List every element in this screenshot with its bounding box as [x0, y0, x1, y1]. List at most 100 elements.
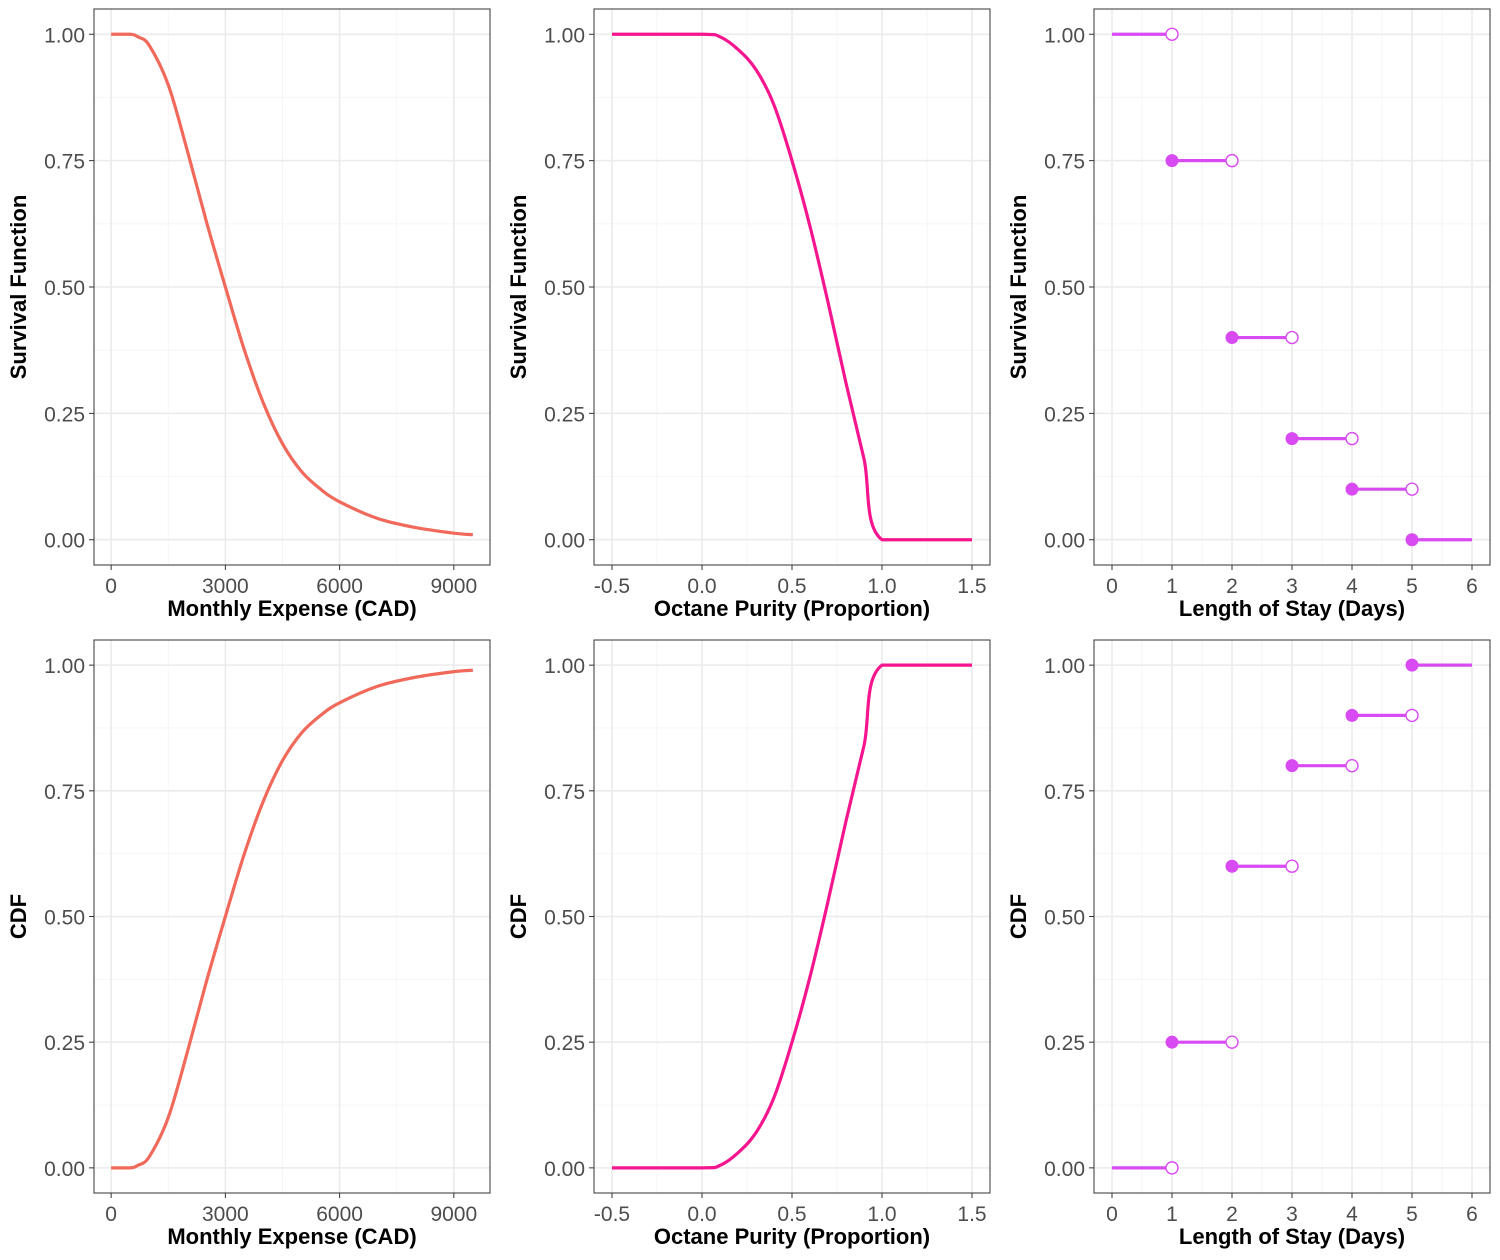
chart-bottom-right-closed-point	[1405, 658, 1419, 672]
chart-top-right-x-tick-label: 4	[1346, 575, 1358, 598]
chart-top-right-panel: 0 1 2 3 4 5 6 0.00 0.25 0.50 0.75 1.00 Length of Sta…	[1006, 8, 1491, 621]
chart-top-left-x-tick-label: 3000	[202, 575, 249, 598]
chart-top-middle-y-tick-label: 0.00	[544, 530, 585, 553]
chart-bottom-middle-panel: -0.5 0.0 0.5 1.0 1.5 0.00 0.25 0.50 0.75 1.00 Octa…	[506, 639, 991, 1249]
chart-top-left-x-tick-label: 0	[105, 575, 117, 598]
chart-top-right-open-point	[1345, 431, 1359, 446]
chart-top-right-y-tick-label: 1.00	[1044, 24, 1085, 47]
chart-bottom-right-open-point	[1225, 1035, 1239, 1049]
chart-top-right-closed-point	[1345, 482, 1359, 496]
chart-bottom-left-y-axis-title: CDF	[6, 894, 31, 939]
chart-top-right-x-tick-label: 6	[1466, 575, 1478, 598]
chart-top-middle-y-tick-label: 1.00	[544, 24, 585, 47]
chart-bottom-middle-y-tick-label: 1.00	[544, 655, 585, 678]
chart-bottom-left-y-tick-label: 1.00	[44, 655, 85, 678]
chart-bottom-left-x-axis-title: Monthly Expense (CAD)	[167, 1224, 416, 1249]
chart-bottom-right-y-tick-label: 0.75	[1044, 781, 1085, 804]
chart-top-right-closed-point	[1225, 331, 1239, 345]
chart-bottom-right-x-tick-label: 0	[1106, 1203, 1118, 1226]
chart-top-middle-y-tick-label: 0.25	[544, 403, 585, 426]
chart-bottom-middle-y-tick-label: 0.50	[544, 907, 585, 930]
chart-top-right-closed-point	[1165, 154, 1179, 168]
chart-top-left-y-tick-label: 1.00	[44, 24, 85, 47]
chart-top-right-y-tick-label: 0.25	[1044, 403, 1085, 426]
chart-top-right-x-tick-label: 5	[1406, 575, 1418, 598]
chart-bottom-middle-x-axis-title: Octane Purity (Proportion)	[654, 1224, 930, 1249]
chart-bottom-left-panel: 0 3000 6000 9000 0.00 0.25 0.50 0.75 1.00 Monthly…	[6, 639, 491, 1249]
chart-bottom-right-closed-point	[1345, 708, 1359, 722]
chart-top-middle-panel: -0.5 0.0 0.5 1.0 1.5 0.00 0.25 0.50 0.75 1.00 Octa…	[506, 8, 991, 621]
chart-bottom-right-x-tick-label: 3	[1286, 1203, 1298, 1226]
chart-bottom-right-closed-point	[1285, 759, 1299, 773]
chart-bottom-right-open-point	[1405, 708, 1419, 723]
chart-bottom-right-closed-point	[1165, 1035, 1179, 1049]
chart-top-right-x-tick-label: 2	[1226, 575, 1238, 598]
chart-top-left-y-tick-label: 0.50	[44, 277, 85, 300]
chart-bottom-left-x-tick-label: 3000	[202, 1203, 249, 1226]
chart-top-left-x-tick-label: 9000	[430, 575, 477, 598]
chart-bottom-right-x-tick-label: 5	[1406, 1203, 1418, 1226]
chart-top-right-closed-point	[1405, 533, 1419, 547]
chart-bottom-right-y-tick-label: 0.50	[1044, 907, 1085, 930]
chart-top-middle-x-tick-label: 1.0	[867, 575, 896, 598]
chart-top-middle-curve	[612, 32, 972, 542]
chart-top-right-x-tick-label: 3	[1286, 575, 1298, 598]
chart-top-right-x-tick-label: 1	[1166, 575, 1178, 598]
chart-bottom-right-open-point	[1345, 758, 1359, 773]
chart-top-left-panel: 0 3000 6000 9000 0.00 0.25 0.50 0.75 1.00 Monthly…	[6, 8, 491, 621]
chart-bottom-left-x-tick-label: 9000	[430, 1203, 477, 1226]
chart-top-right-open-point	[1225, 153, 1239, 168]
chart-top-right-y-tick-label: 0.75	[1044, 151, 1085, 174]
chart-bottom-right-open-point	[1165, 1161, 1179, 1175]
chart-top-left-curve	[111, 32, 473, 537]
chart-top-left-x-tick-label: 6000	[316, 575, 363, 598]
chart-bottom-right-y-axis-title: CDF	[1006, 894, 1031, 939]
chart-top-right-open-point	[1405, 482, 1419, 496]
chart-bottom-middle-x-tick-label: 1.0	[867, 1203, 896, 1226]
chart-top-right-y-tick-label: 0.50	[1044, 277, 1085, 300]
chart-bottom-middle-y-axis-title: CDF	[506, 894, 531, 939]
chart-top-right-y-axis-title: Survival Function	[1006, 195, 1031, 380]
chart-top-middle-x-tick-label: -0.5	[594, 575, 630, 598]
chart-top-left-x-axis-title: Monthly Expense (CAD)	[167, 596, 416, 621]
chart-bottom-right-x-tick-label: 1	[1166, 1203, 1178, 1226]
chart-bottom-middle-y-tick-label: 0.00	[544, 1158, 585, 1181]
chart-bottom-middle-x-tick-label: -0.5	[594, 1203, 630, 1226]
chart-bottom-right-x-tick-label: 4	[1346, 1203, 1358, 1226]
chart-top-middle-x-tick-label: 0.0	[687, 575, 716, 598]
chart-top-right-open-point	[1165, 27, 1179, 41]
chart-top-middle-y-axis-title: Survival Function	[506, 195, 531, 380]
chart-top-middle-y-tick-label: 0.50	[544, 277, 585, 300]
chart-bottom-right-x-tick-label: 2	[1226, 1203, 1238, 1226]
chart-top-middle-x-axis-title: Octane Purity (Proportion)	[654, 596, 930, 621]
chart-top-right-x-axis-title: Length of Stay (Days)	[1179, 596, 1405, 621]
chart-bottom-right-closed-point	[1225, 859, 1239, 873]
chart-top-right-closed-point	[1285, 432, 1299, 446]
chart-top-right-open-point	[1285, 330, 1299, 345]
chart-bottom-right-x-tick-label: 6	[1466, 1203, 1478, 1226]
chart-top-middle-y-tick-label: 0.75	[544, 151, 585, 174]
chart-bottom-left-y-tick-label: 0.50	[44, 907, 85, 930]
chart-top-left-y-tick-label: 0.00	[44, 530, 85, 553]
chart-bottom-left-y-tick-label: 0.25	[44, 1032, 85, 1055]
chart-bottom-right-y-tick-label: 1.00	[1044, 655, 1085, 678]
chart-bottom-left-y-tick-label: 0.75	[44, 781, 85, 804]
chart-bottom-right-y-tick-label: 0.25	[1044, 1032, 1085, 1055]
chart-top-right-x-tick-label: 0	[1106, 575, 1118, 598]
chart-top-left-y-tick-label: 0.25	[44, 403, 85, 426]
chart-top-middle-x-tick-label: 0.5	[777, 575, 806, 598]
chart-bottom-left-x-tick-label: 0	[105, 1203, 117, 1226]
chart-bottom-middle-y-tick-label: 0.75	[544, 781, 585, 804]
chart-bottom-left-y-tick-label: 0.00	[44, 1158, 85, 1181]
chart-bottom-left-curve	[111, 668, 473, 1170]
chart-bottom-middle-x-tick-label: 0.0	[687, 1203, 716, 1226]
chart-top-middle-x-tick-label: 1.5	[957, 575, 986, 598]
chart-bottom-middle-x-tick-label: 1.5	[957, 1203, 986, 1226]
chart-bottom-right-x-axis-title: Length of Stay (Days)	[1179, 1224, 1405, 1249]
chart-bottom-right-panel: 0 1 2 3 4 5 6 0.00 0.25 0.50 0.75 1.00 Length of Sta…	[1006, 639, 1491, 1249]
chart-top-left-y-tick-label: 0.75	[44, 151, 85, 174]
chart-bottom-left-x-tick-label: 6000	[316, 1203, 363, 1226]
chart-top-left-y-axis-title: Survival Function	[6, 195, 31, 380]
chart-top-right-y-tick-label: 0.00	[1044, 530, 1085, 553]
